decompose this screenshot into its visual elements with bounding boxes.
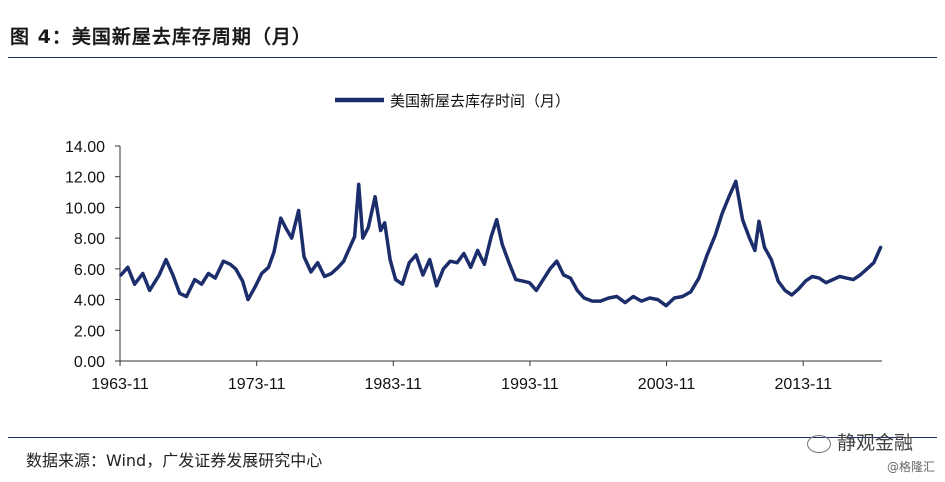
x-tick-label: 1973-11 [228, 376, 286, 393]
figure-title: 图 4：美国新屋去库存周期（月） [10, 26, 312, 48]
series-line [119, 179, 883, 308]
y-tick-label: 14.00 [65, 139, 105, 156]
x-tick-label: 1983-11 [365, 376, 423, 393]
y-tick-label: 2.00 [74, 323, 105, 340]
y-tick-label: 0.00 [74, 354, 105, 371]
legend: 美国新屋去库存时间（月） [335, 92, 570, 110]
series-layer [119, 179, 883, 308]
x-tick-label: 2003-11 [638, 376, 696, 393]
x-tick-label: 1963-11 [91, 376, 149, 393]
watermark-primary: 静观金融 [806, 428, 913, 455]
y-tick-label: 4.00 [74, 293, 105, 310]
y-tick-label: 6.00 [74, 262, 105, 279]
bottom-divider [8, 437, 937, 438]
axes: 0.00 2.00 4.00 6.00 8.00 10.00 12.00 14.00 1963-… [65, 139, 882, 393]
y-tick-label: 8.00 [74, 231, 105, 248]
wechat-icon [806, 434, 831, 453]
source-note: 数据来源：Wind，广发证券发展研究中心 [26, 451, 323, 470]
legend-label: 美国新屋去库存时间（月） [390, 92, 570, 110]
x-tick-label: 2013-11 [774, 376, 832, 393]
top-divider [8, 57, 937, 58]
watermark-primary-text: 静观金融 [836, 432, 913, 454]
y-tick-label: 10.00 [65, 200, 105, 217]
y-tick-label: 12.00 [65, 170, 105, 187]
watermark-secondary: @格隆汇 [886, 460, 935, 474]
x-tick-label: 1993-11 [501, 376, 559, 393]
